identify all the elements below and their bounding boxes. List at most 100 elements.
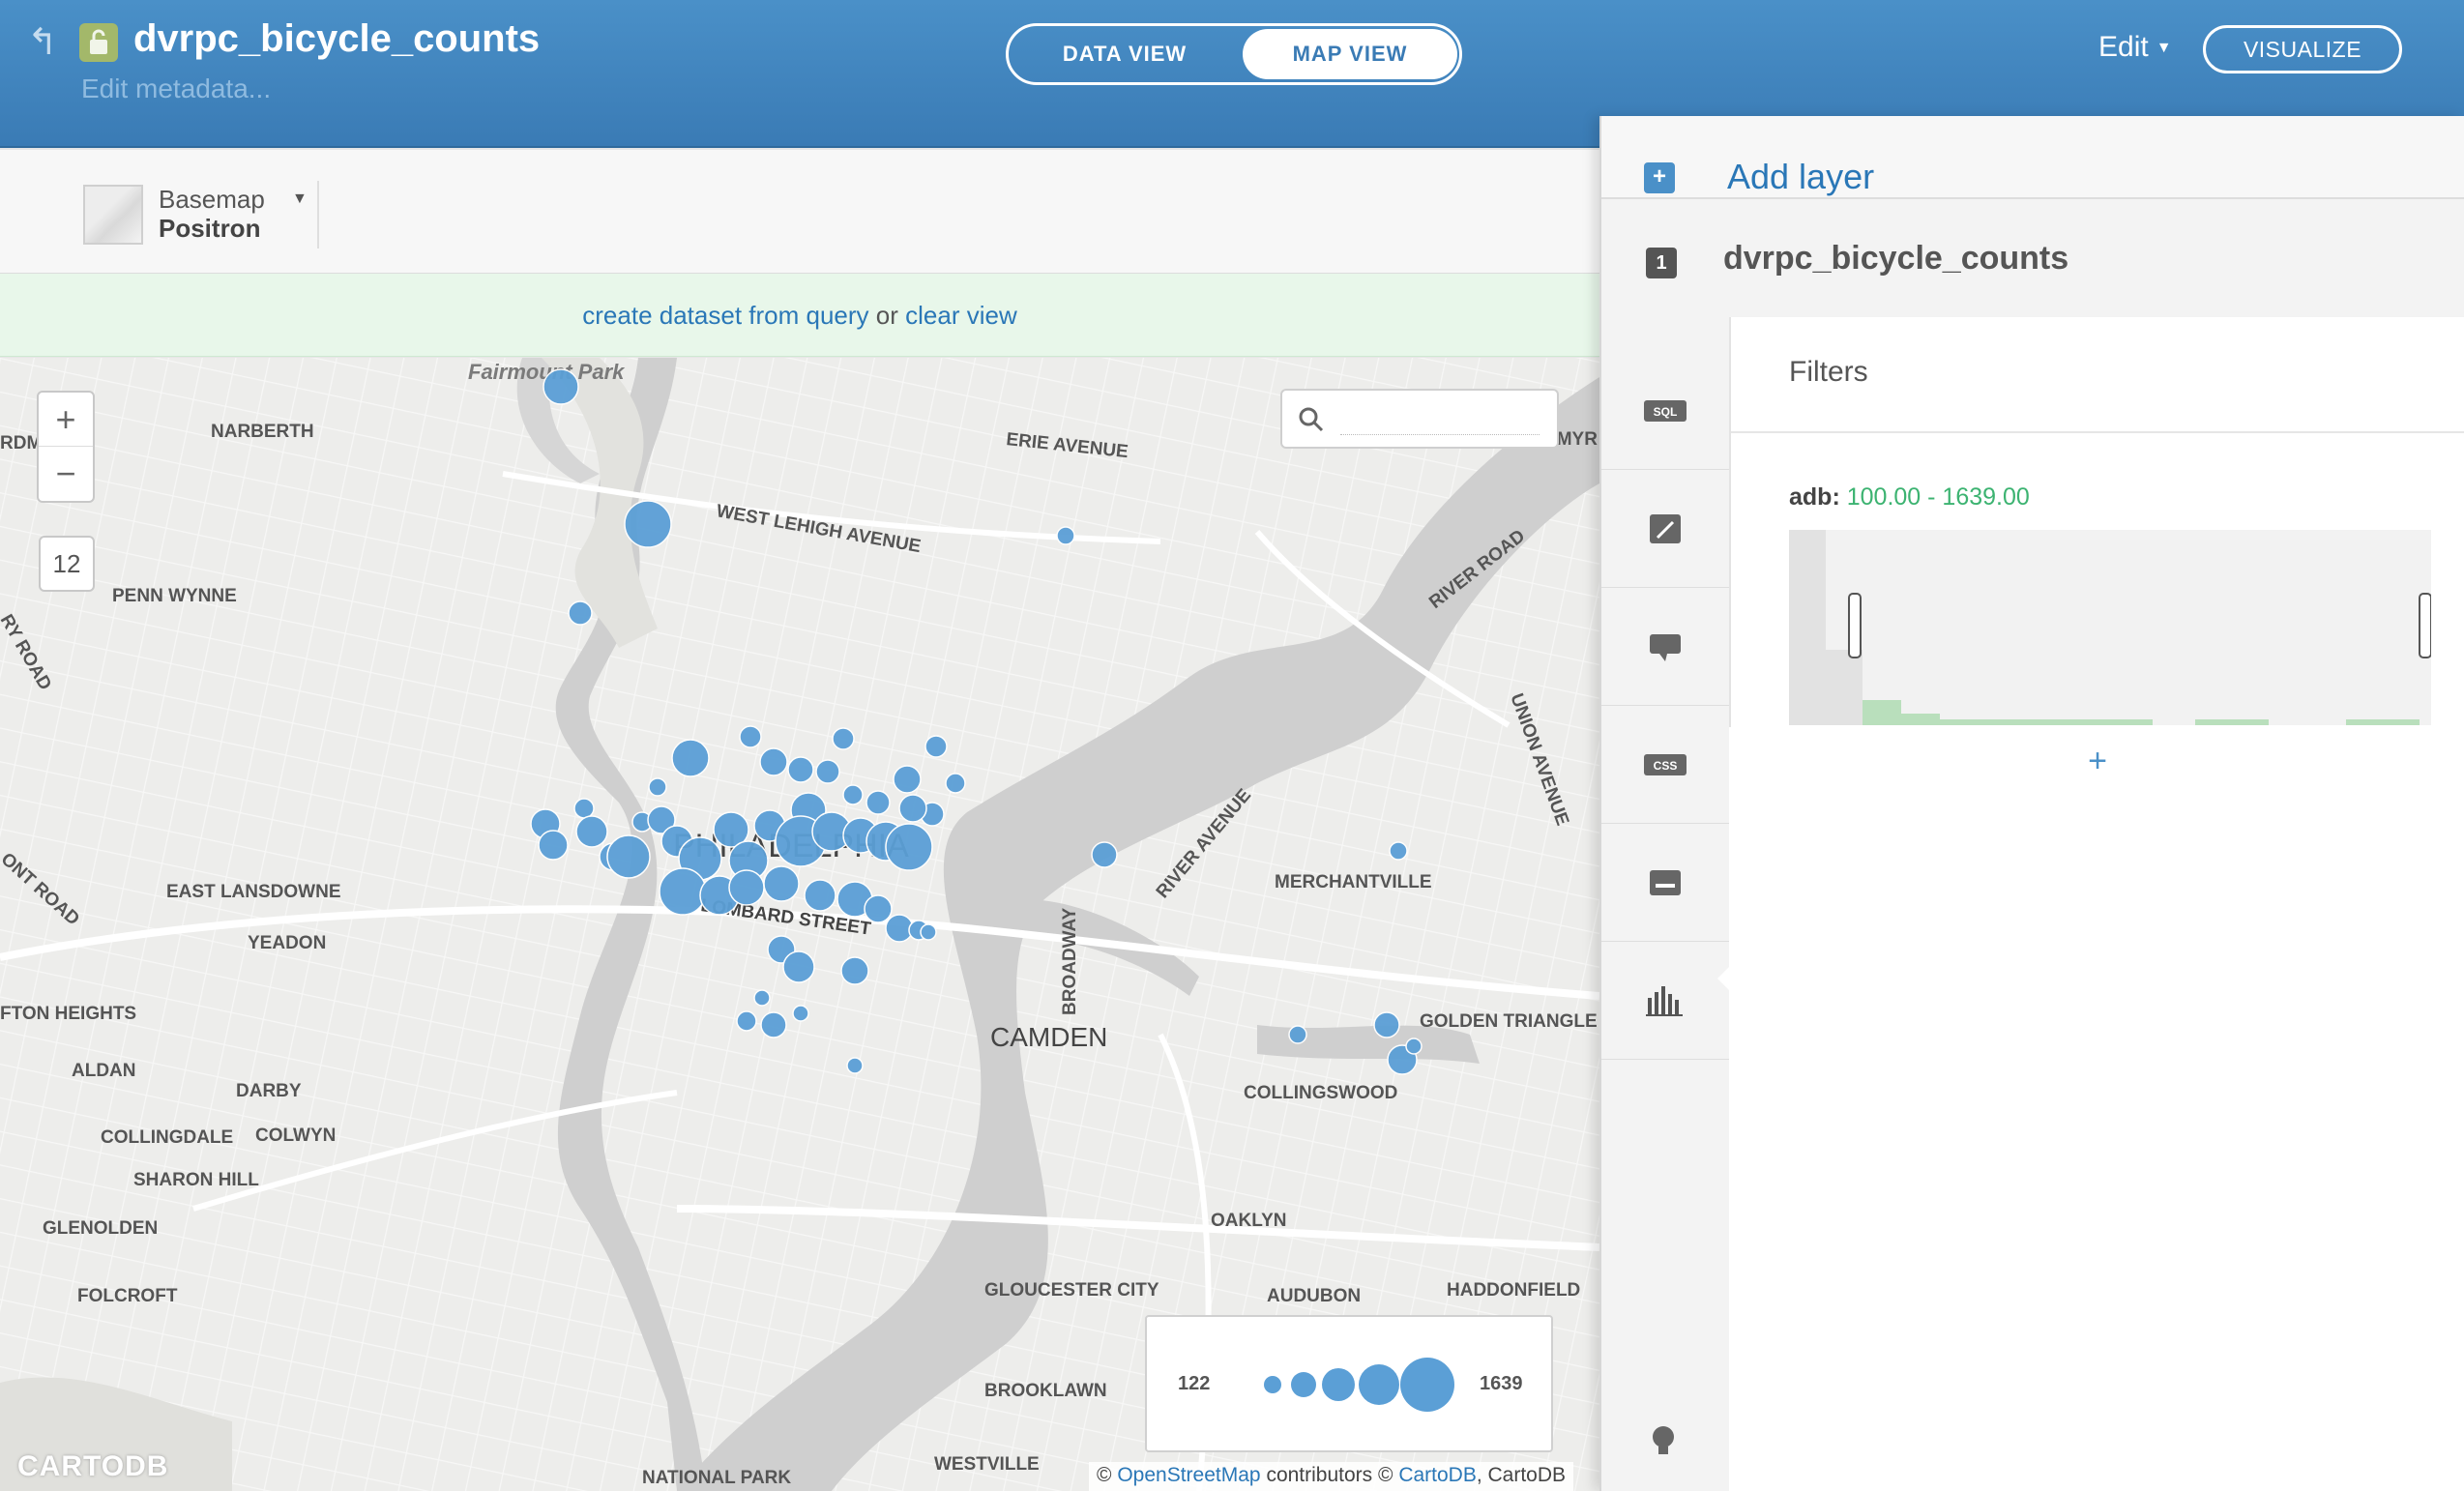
range-handle-left[interactable] [1848,593,1862,658]
count-point[interactable] [815,759,840,784]
map-label: BROADWAY [1060,907,1080,1015]
divider [317,181,319,248]
map-search-input[interactable] [1340,404,1540,435]
count-point[interactable] [804,879,836,912]
tool-sql[interactable]: SQL [1601,352,1729,470]
count-point[interactable] [842,784,864,805]
legend-min: 122 [1178,1373,1211,1394]
count-point[interactable] [739,725,762,748]
count-point[interactable] [713,811,749,848]
wizard-brush-icon [1650,514,1681,543]
count-point[interactable] [568,600,593,626]
map-label: YEADON [248,933,326,953]
count-point[interactable] [782,950,815,983]
count-point[interactable] [647,805,676,834]
count-point[interactable] [573,798,595,819]
count-point[interactable] [846,1057,864,1074]
map-canvas[interactable]: Fairmount Park NARBERTH RDMORE ERIE AVEN… [0,358,1599,1491]
count-points-layer[interactable] [530,368,1423,1075]
view-switch: DATA VIEW MAP VIEW [1006,23,1462,85]
edit-metadata-link[interactable]: Edit metadata... [81,73,272,103]
count-point[interactable] [865,790,891,815]
tool-wizard[interactable] [1601,470,1729,588]
count-point[interactable] [760,1011,787,1038]
count-point[interactable] [753,989,771,1007]
count-point[interactable] [1091,841,1118,868]
count-point[interactable] [624,500,672,548]
map-search-box [1280,389,1559,449]
count-point[interactable] [792,1005,809,1022]
count-point[interactable] [898,794,927,823]
layer-tools-sidebar: SQL CSS [1601,352,1729,1060]
count-point[interactable] [1373,1011,1400,1038]
count-point[interactable] [575,815,608,848]
count-point[interactable] [606,834,651,879]
legend-bubble [1359,1364,1399,1405]
svg-text:CSS: CSS [1654,759,1678,773]
count-point[interactable] [759,747,788,776]
map-label: BROOKLAWN [984,1381,1107,1401]
legend-bubble [1322,1368,1355,1401]
count-point[interactable] [885,823,933,871]
map-view-tab[interactable]: MAP VIEW [1243,29,1457,79]
zoom-out-button[interactable]: − [55,453,76,493]
add-layer-button[interactable]: Add layer [1727,157,1875,196]
count-point[interactable] [538,830,569,861]
count-point[interactable] [893,765,922,794]
count-point[interactable] [763,865,800,902]
back-arrow-icon[interactable]: ↰ [27,22,58,63]
search-icon[interactable] [1298,406,1325,433]
lightbulb-icon[interactable] [1644,1421,1683,1460]
count-point[interactable] [920,923,937,941]
visualize-button[interactable]: VISUALIZE [2203,25,2402,73]
count-point[interactable] [945,773,966,794]
top-header: ↰ dvrpc_bicycle_counts Edit metadata... … [0,0,2464,148]
map-label: WESTVILLE [934,1454,1040,1475]
count-point[interactable] [659,867,707,916]
count-point[interactable] [648,777,667,797]
dataset-title[interactable]: dvrpc_bicycle_counts [133,17,541,60]
clear-view-link[interactable]: clear view [905,301,1017,330]
lock-icon[interactable] [79,23,118,62]
basemap-value[interactable]: Positron [159,214,261,243]
caret-down-icon[interactable]: ▼ [292,190,308,207]
filter-column: adb: [1789,483,1840,511]
count-point[interactable] [736,1010,757,1032]
tool-legend[interactable] [1601,824,1729,942]
filter-label: adb: 100.00 - 1639.00 [1789,483,2030,512]
legend-max: 1639 [1480,1373,1523,1394]
count-point[interactable] [1405,1038,1423,1055]
add-layer-bar: + Add layer [1601,116,2464,199]
range-handle-right[interactable] [2419,593,2431,658]
layer-name[interactable]: dvrpc_bicycle_counts [1723,240,2069,277]
add-layer-icon[interactable]: + [1644,162,1675,193]
caret-down-icon: ▼ [2156,40,2172,57]
data-view-tab[interactable]: DATA VIEW [1062,42,1188,66]
panel-body [1729,727,2464,1491]
cartodb-link[interactable]: CartoDB [1398,1464,1477,1486]
count-point[interactable] [1389,841,1408,861]
tool-css[interactable]: CSS [1601,706,1729,824]
count-point[interactable] [840,956,869,985]
add-filter-button[interactable]: + [2088,743,2107,779]
count-point[interactable] [1288,1025,1307,1044]
edit-menu[interactable]: Edit ▼ [2098,31,2172,64]
count-point[interactable] [832,727,855,750]
basemap-thumbnail[interactable] [83,185,143,245]
create-dataset-link[interactable]: create dataset from query [582,301,869,330]
basemap-label[interactable]: Basemap [159,185,265,214]
tool-infowindow[interactable] [1601,588,1729,706]
count-point[interactable] [787,756,814,783]
tool-filters[interactable] [1601,942,1729,1060]
count-point[interactable] [864,894,893,923]
filter-histogram[interactable] [1789,530,2431,725]
count-point[interactable] [543,368,579,405]
count-point[interactable] [728,869,765,906]
map-label: NATIONAL PARK [642,1468,791,1488]
osm-link[interactable]: OpenStreetMap [1117,1464,1261,1486]
zoom-in-button[interactable]: + [39,393,93,447]
count-point[interactable] [671,739,710,777]
count-point[interactable] [924,735,948,758]
cartodb-logo[interactable]: CARTODB [17,1450,169,1482]
count-point[interactable] [1056,526,1075,545]
